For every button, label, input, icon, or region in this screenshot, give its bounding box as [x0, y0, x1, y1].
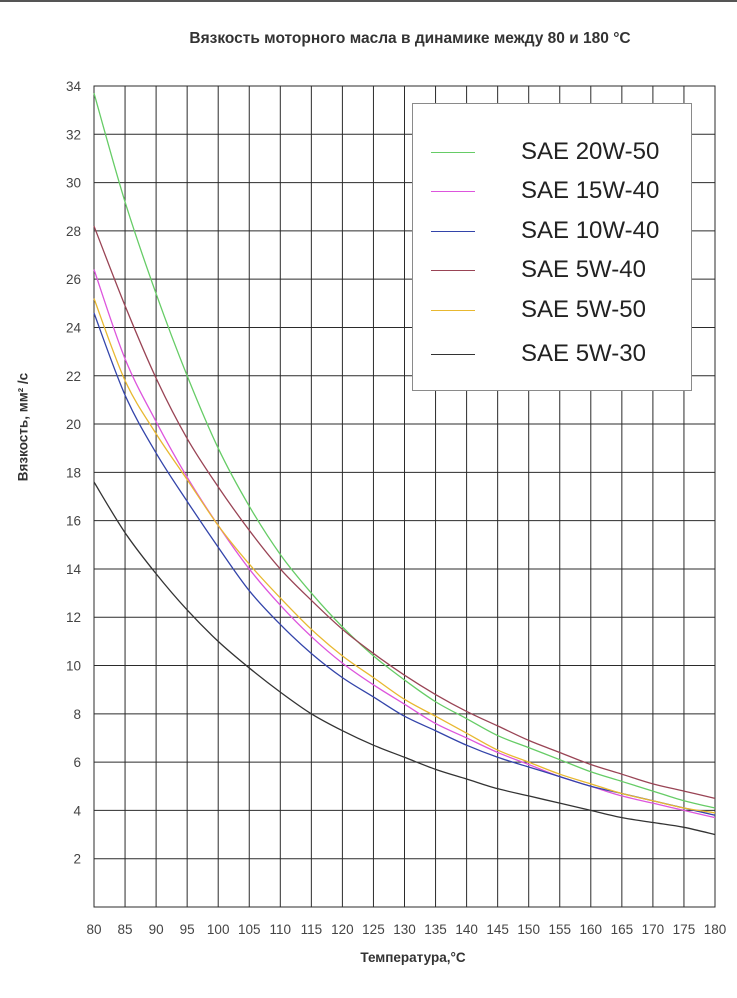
y-tick-label: 6: [73, 755, 81, 770]
y-tick-label: 4: [73, 803, 81, 818]
y-tick-label: 12: [66, 610, 81, 625]
legend-swatch: [431, 190, 475, 192]
legend-label: SAE 15W-40: [521, 177, 660, 204]
y-tick-label: 26: [66, 272, 81, 287]
y-tick-label: 16: [66, 514, 81, 529]
y-tick-label: 14: [66, 562, 82, 577]
x-tick-label: 105: [238, 922, 261, 937]
legend-item-sae-5w-30: SAE 5W-30: [431, 334, 646, 374]
legend-item-sae-5w-50: SAE 5W-50: [431, 290, 646, 330]
y-tick-label: 24: [66, 320, 82, 335]
x-tick-label: 165: [611, 922, 634, 937]
legend-item-sae-5w-40: SAE 5W-40: [431, 250, 646, 290]
legend-label: SAE 5W-30: [521, 340, 646, 367]
legend-swatch: [431, 230, 475, 232]
x-tick-label: 170: [642, 922, 665, 937]
x-tick-label: 140: [455, 922, 478, 937]
y-tick-label: 18: [66, 465, 81, 480]
legend-label: SAE 10W-40: [521, 217, 660, 244]
x-tick-label: 135: [424, 922, 447, 937]
top-border-line: [0, 0, 737, 2]
series-line-sae-15w-40: [93, 269, 716, 819]
x-tick-label: 85: [118, 922, 133, 937]
x-tick-label: 155: [548, 922, 571, 937]
x-tick-label: 180: [704, 922, 727, 937]
series-line-sae-5w-40: [93, 225, 716, 799]
y-tick-label: 34: [66, 79, 82, 94]
x-tick-label: 150: [517, 922, 540, 937]
x-tick-label: 110: [270, 922, 292, 937]
legend-label: SAE 5W-40: [521, 256, 646, 283]
x-tick-label: 115: [301, 922, 323, 937]
series-line-sae-5w-50: [93, 298, 716, 814]
x-tick-label: 175: [673, 922, 696, 937]
x-tick-label: 120: [331, 922, 354, 937]
legend-item-sae-20w-50: SAE 20W-50: [431, 132, 659, 172]
y-tick-label: 28: [66, 224, 81, 239]
chart-legend: SAE 20W-50 SAE 15W-40 SAE 10W-40 SAE 5W-40 S…: [412, 103, 692, 391]
series-line-sae-5w-30: [93, 481, 716, 836]
series-line-sae-10w-40: [93, 312, 716, 816]
x-tick-label: 95: [180, 922, 195, 937]
legend-swatch: [431, 309, 475, 311]
y-tick-label: 32: [66, 127, 81, 142]
chart-title: Вязкость моторного масла в динамике межд…: [189, 30, 631, 47]
y-tick-label: 2: [73, 852, 81, 867]
series-line-sae-20w-50: [93, 93, 716, 809]
x-tick-label: 90: [149, 922, 164, 937]
x-axis-label: Температура,°С: [360, 950, 466, 965]
x-tick-label: 125: [362, 922, 385, 937]
legend-swatch: [431, 269, 475, 271]
legend-item-sae-15w-40: SAE 15W-40: [431, 171, 659, 211]
x-tick-label: 100: [207, 922, 230, 937]
y-tick-label: 30: [66, 176, 81, 191]
legend-swatch: [431, 353, 475, 355]
y-tick-label: 20: [66, 417, 81, 432]
x-tick-label: 80: [86, 922, 101, 937]
plot-area-frame: [93, 85, 716, 908]
y-tick-label: 10: [66, 659, 81, 674]
legend-label: SAE 20W-50: [521, 138, 660, 165]
x-tick-label: 160: [580, 922, 603, 937]
legend-swatch: [431, 151, 475, 153]
legend-item-sae-10w-40: SAE 10W-40: [431, 211, 659, 251]
x-tick-label: 145: [486, 922, 509, 937]
x-tick-label: 130: [393, 922, 416, 937]
legend-label: SAE 5W-50: [521, 296, 646, 323]
y-tick-label: 22: [66, 369, 81, 384]
y-tick-label: 8: [73, 707, 81, 722]
